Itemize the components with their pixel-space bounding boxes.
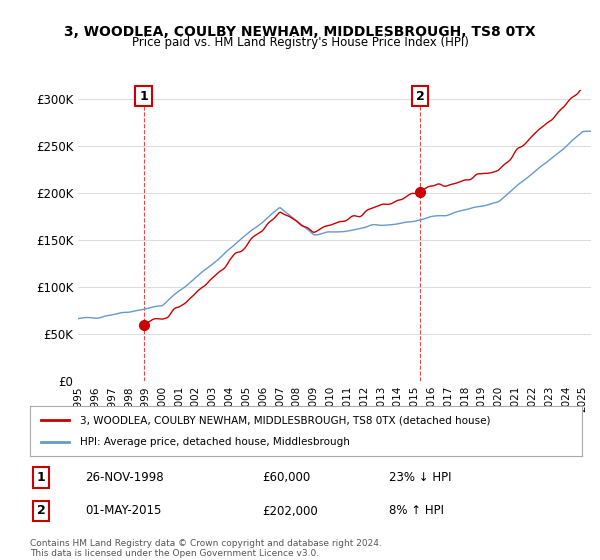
Text: 3, WOODLEA, COULBY NEWHAM, MIDDLESBROUGH, TS8 0TX: 3, WOODLEA, COULBY NEWHAM, MIDDLESBROUGH… (64, 25, 536, 39)
Text: HPI: Average price, detached house, Middlesbrough: HPI: Average price, detached house, Midd… (80, 437, 350, 447)
Text: 2: 2 (416, 90, 424, 102)
Text: 8% ↑ HPI: 8% ↑ HPI (389, 505, 444, 517)
Text: 2: 2 (37, 505, 46, 517)
Text: Price paid vs. HM Land Registry's House Price Index (HPI): Price paid vs. HM Land Registry's House … (131, 36, 469, 49)
Text: Contains HM Land Registry data © Crown copyright and database right 2024.
This d: Contains HM Land Registry data © Crown c… (30, 539, 382, 558)
Text: 1: 1 (139, 90, 148, 102)
Text: 1: 1 (37, 471, 46, 484)
Text: 01-MAY-2015: 01-MAY-2015 (85, 505, 161, 517)
Text: 26-NOV-1998: 26-NOV-1998 (85, 471, 164, 484)
Text: £202,000: £202,000 (262, 505, 317, 517)
Text: £60,000: £60,000 (262, 471, 310, 484)
Text: 23% ↓ HPI: 23% ↓ HPI (389, 471, 451, 484)
Text: 3, WOODLEA, COULBY NEWHAM, MIDDLESBROUGH, TS8 0TX (detached house): 3, WOODLEA, COULBY NEWHAM, MIDDLESBROUGH… (80, 415, 490, 425)
